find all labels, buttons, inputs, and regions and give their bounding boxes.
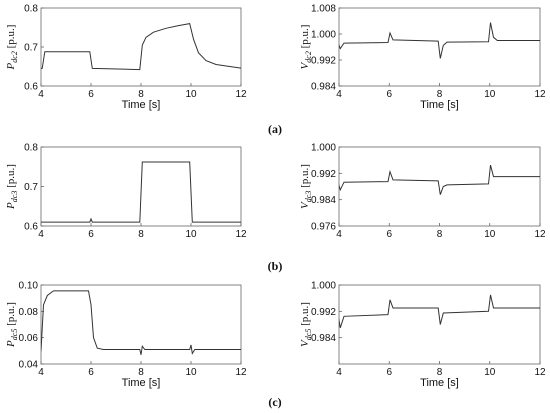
y-label-subscript: dc2: [304, 51, 313, 63]
plot-frame: [40, 7, 242, 87]
y-tick-label: 0.8: [24, 143, 38, 154]
series-line: [339, 164, 540, 195]
x-tick-label: 4: [38, 367, 44, 378]
y-tick-label: 0.6: [24, 82, 38, 93]
caption-a: (a): [268, 122, 282, 136]
x-tick-label: 8: [138, 367, 144, 378]
caption-c: (c): [268, 395, 281, 409]
x-tick-label: 12: [534, 229, 546, 240]
x-tick-label: 8: [437, 229, 443, 240]
x-tick-label: 6: [88, 367, 94, 378]
y-tick-label: 0.6: [24, 222, 38, 233]
x-tick-label: 10: [185, 89, 197, 100]
y-tick-label: 0.984: [311, 82, 336, 93]
series-line: [41, 23, 241, 71]
y-label-symbol: P: [5, 202, 17, 210]
y-label-symbol: P: [5, 62, 17, 70]
y-tick-label: 0.7: [24, 182, 38, 193]
y-label-symbol: P: [5, 340, 17, 348]
x-tick-label: 12: [534, 367, 546, 378]
y-tick-label: 0.08: [19, 307, 39, 318]
x-tick-label: 4: [336, 229, 342, 240]
y-label-unit: [p.u.]: [299, 302, 311, 329]
y-axis-label: Vdc2 [p.u.]: [299, 25, 313, 70]
x-tick-label: 4: [336, 89, 342, 100]
x-tick-label: 12: [534, 89, 546, 100]
x-tick-label: 4: [336, 367, 342, 378]
x-axis-label: Time [s]: [420, 377, 459, 389]
x-tick-label: 10: [484, 229, 496, 240]
y-tick-label: 0.992: [311, 56, 336, 67]
x-tick-label: 4: [38, 229, 44, 240]
x-tick-label: 8: [437, 367, 443, 378]
y-label-unit: [p.u.]: [5, 302, 17, 329]
series-line: [41, 290, 241, 355]
y-tick-label: 0.06: [19, 333, 39, 344]
y-tick-label: 1.008: [311, 4, 336, 15]
plot-frame: [40, 284, 242, 365]
y-tick-label: 0.992: [311, 307, 336, 318]
x-tick-label: 6: [88, 89, 94, 100]
x-tick-label: 10: [484, 367, 496, 378]
series-line: [339, 294, 540, 328]
y-tick-label: 0.04: [19, 360, 39, 371]
x-tick-label: 10: [185, 367, 197, 378]
x-tick-label: 10: [185, 229, 197, 240]
y-tick-label: 0.984: [311, 195, 336, 206]
caption-b: (b): [268, 259, 283, 273]
panel-b-left: 4 6 8 10 12 0.6 0.7 0.8 Pdc3 [p.u.]: [5, 143, 247, 241]
y-tick-label: 0.7: [24, 43, 38, 54]
panel-c-right: 4 6 8 10 12 0.984 0.992 1.000 Time [s] Vdc5 [p.u.…: [299, 281, 546, 390]
x-tick-label: 4: [38, 89, 44, 100]
y-tick-label: 0.8: [24, 4, 38, 15]
y-label-unit: [p.u.]: [299, 164, 311, 191]
x-tick-label: 10: [484, 89, 496, 100]
y-axis-label: Vdc3 [p.u.]: [299, 164, 313, 209]
y-tick-label: 0.992: [311, 169, 336, 180]
y-tick-label: 0.10: [19, 281, 39, 292]
y-label-subscript: dc3: [10, 191, 19, 203]
x-tick-label: 6: [386, 367, 392, 378]
y-label-symbol: V: [299, 201, 311, 209]
y-tick-label: 1.000: [311, 143, 336, 154]
x-axis-label: Time [s]: [420, 99, 459, 111]
y-label-symbol: V: [299, 61, 311, 69]
x-tick-label: 12: [235, 89, 247, 100]
series-line: [339, 22, 540, 59]
y-label-subscript: dc5: [10, 329, 19, 341]
y-tick-label: 0.976: [311, 222, 336, 233]
x-axis-label: Time [s]: [122, 377, 161, 389]
y-tick-label: 1.000: [311, 281, 336, 292]
x-tick-label: 6: [386, 229, 392, 240]
panel-a-right: 4 6 8 10 12 0.984 0.992 1.000 1.008 Time [s] Vdc2 …: [299, 4, 546, 112]
x-tick-label: 12: [235, 367, 247, 378]
y-label-subscript: dc3: [304, 191, 313, 203]
x-tick-label: 6: [88, 229, 94, 240]
panel-c-left: 4 6 8 10 12 0.04 0.06 0.08 0.10 Time [s] Pdc5 [p.u…: [5, 281, 247, 390]
series-line: [41, 161, 241, 223]
y-tick-label: 1.000: [311, 30, 336, 41]
x-tick-label: 8: [138, 229, 144, 240]
y-label-unit: [p.u.]: [299, 25, 311, 52]
x-tick-label: 6: [386, 89, 392, 100]
y-label-symbol: V: [299, 339, 311, 347]
x-tick-label: 8: [437, 89, 443, 100]
x-axis-label: Time [s]: [122, 99, 161, 111]
y-label-unit: [p.u.]: [5, 164, 17, 191]
x-tick-label: 8: [138, 89, 144, 100]
y-label-subscript: dc5: [304, 329, 313, 341]
x-tick-label: 12: [235, 229, 247, 240]
panel-b-right: 4 6 8 10 12 0.976 0.984 0.992 1.000 Vdc3 [p.u.]: [299, 143, 546, 241]
y-axis-label: Vdc5 [p.u.]: [299, 302, 313, 347]
y-axis-label: Pdc3 [p.u.]: [5, 164, 19, 210]
plot-frame: [338, 284, 541, 365]
y-axis-label: Pdc5 [p.u.]: [5, 302, 19, 348]
y-label-unit: [p.u.]: [5, 25, 17, 52]
y-label-subscript: dc2: [10, 51, 19, 63]
y-tick-label: 0.984: [311, 333, 336, 344]
plot-frame: [338, 7, 541, 87]
panel-a-left: 4 6 8 10 12 0.6 0.7 0.8 Time [s] Pdc2 [p.u.]: [5, 4, 247, 112]
y-axis-label: Pdc2 [p.u.]: [5, 25, 19, 71]
